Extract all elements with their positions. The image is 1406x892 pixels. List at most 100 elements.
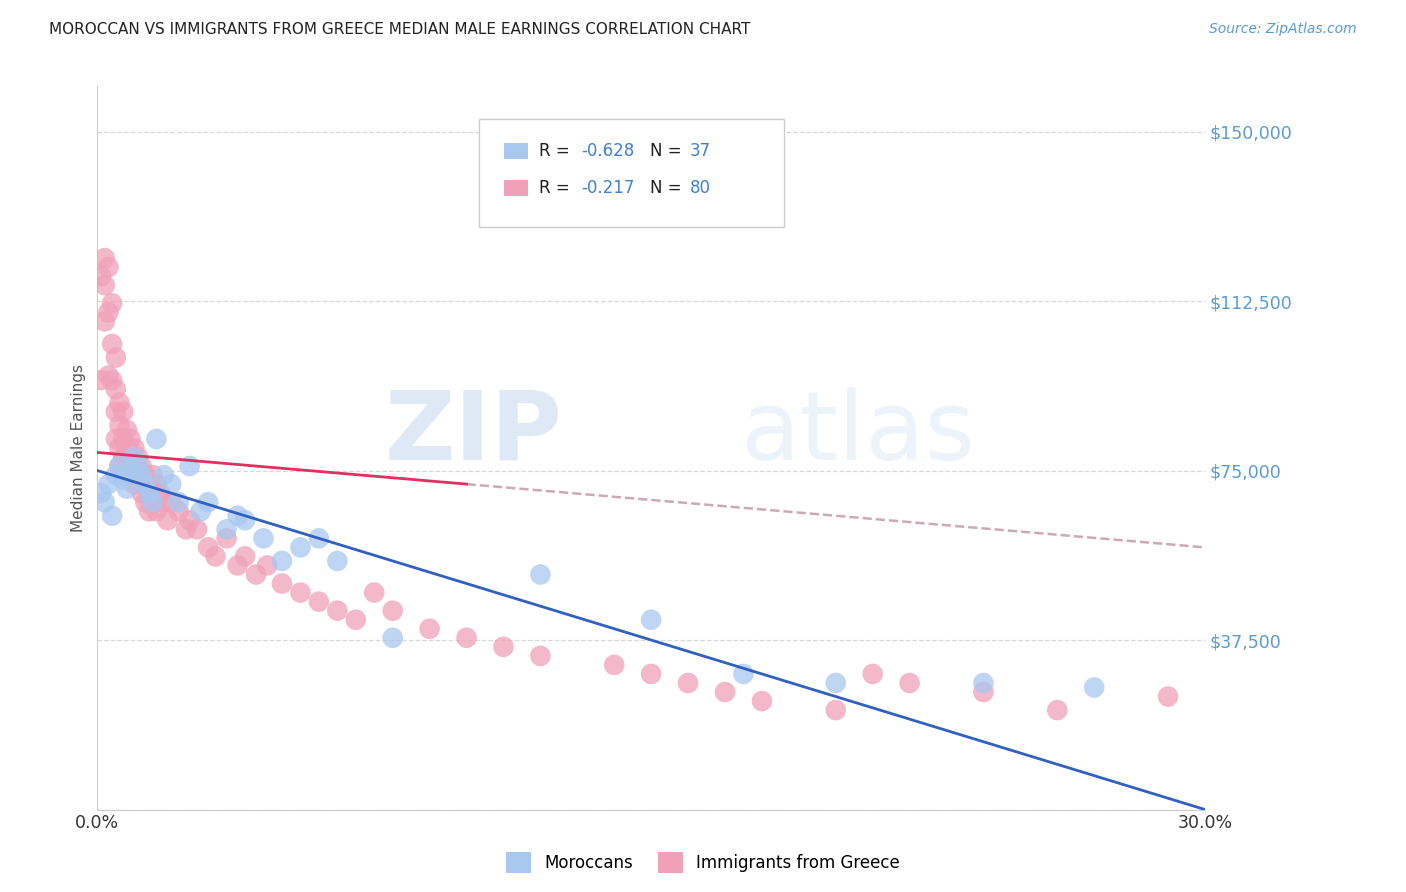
Point — [215, 532, 238, 546]
Point — [824, 703, 846, 717]
Point — [90, 269, 112, 284]
Point — [204, 549, 226, 564]
Point — [271, 576, 294, 591]
Point — [603, 657, 626, 672]
Text: 37: 37 — [690, 143, 711, 161]
Point — [104, 432, 127, 446]
Point — [233, 549, 256, 564]
Text: R =: R = — [540, 143, 575, 161]
Point — [115, 423, 138, 437]
Point — [153, 468, 176, 483]
Point — [112, 450, 135, 464]
Point — [115, 441, 138, 455]
Point — [134, 477, 156, 491]
Point — [363, 585, 385, 599]
Point — [93, 314, 115, 328]
Point — [112, 473, 135, 487]
Point — [101, 508, 124, 523]
Point — [97, 477, 120, 491]
Point — [108, 458, 131, 473]
Point — [104, 351, 127, 365]
Point — [134, 468, 156, 483]
Point — [824, 676, 846, 690]
Point — [676, 676, 699, 690]
Point — [120, 450, 142, 464]
FancyBboxPatch shape — [503, 179, 529, 195]
FancyBboxPatch shape — [503, 144, 529, 160]
Point — [93, 251, 115, 265]
Point — [529, 648, 551, 663]
Point — [145, 432, 167, 446]
Point — [271, 554, 294, 568]
Point — [381, 631, 404, 645]
Point — [862, 667, 884, 681]
Point — [492, 640, 515, 654]
Point — [120, 432, 142, 446]
Point — [640, 613, 662, 627]
Point — [142, 495, 165, 509]
Point — [167, 504, 190, 518]
Point — [149, 486, 172, 500]
Point — [112, 405, 135, 419]
Text: ZIP: ZIP — [385, 387, 562, 480]
Point — [252, 532, 274, 546]
Point — [529, 567, 551, 582]
Point — [226, 558, 249, 573]
Point — [127, 458, 149, 473]
Point — [751, 694, 773, 708]
Point — [290, 541, 312, 555]
Point — [972, 676, 994, 690]
Point — [108, 418, 131, 433]
Point — [90, 373, 112, 387]
Point — [290, 585, 312, 599]
Text: atlas: atlas — [740, 387, 974, 480]
Point — [90, 486, 112, 500]
Point — [145, 477, 167, 491]
Point — [131, 486, 153, 500]
Point — [101, 296, 124, 310]
Text: -0.628: -0.628 — [581, 143, 634, 161]
Point — [186, 522, 208, 536]
Point — [153, 495, 176, 509]
Point — [127, 468, 149, 483]
Point — [97, 305, 120, 319]
Point — [138, 504, 160, 518]
Point — [122, 450, 145, 464]
Text: N =: N = — [650, 178, 688, 196]
Point — [179, 458, 201, 473]
Point — [115, 458, 138, 473]
Point — [190, 504, 212, 518]
Point — [308, 532, 330, 546]
Point — [1046, 703, 1069, 717]
Text: N =: N = — [650, 143, 688, 161]
Point — [93, 278, 115, 293]
Point — [127, 450, 149, 464]
Point — [120, 464, 142, 478]
Point — [122, 477, 145, 491]
Point — [344, 613, 367, 627]
Point — [138, 486, 160, 500]
Point — [134, 495, 156, 509]
Point — [245, 567, 267, 582]
Point — [156, 513, 179, 527]
Point — [93, 495, 115, 509]
Point — [714, 685, 737, 699]
Point — [326, 554, 349, 568]
Point — [104, 405, 127, 419]
Point — [160, 477, 183, 491]
Point — [174, 522, 197, 536]
Point — [215, 522, 238, 536]
Point — [160, 495, 183, 509]
Point — [145, 504, 167, 518]
Point — [308, 594, 330, 608]
Point — [898, 676, 921, 690]
Point — [97, 368, 120, 383]
Point — [381, 604, 404, 618]
Text: Source: ZipAtlas.com: Source: ZipAtlas.com — [1209, 22, 1357, 37]
Y-axis label: Median Male Earnings: Median Male Earnings — [72, 364, 86, 532]
Point — [1157, 690, 1180, 704]
Point — [120, 468, 142, 483]
Text: R =: R = — [540, 178, 575, 196]
Point — [167, 495, 190, 509]
Point — [640, 667, 662, 681]
